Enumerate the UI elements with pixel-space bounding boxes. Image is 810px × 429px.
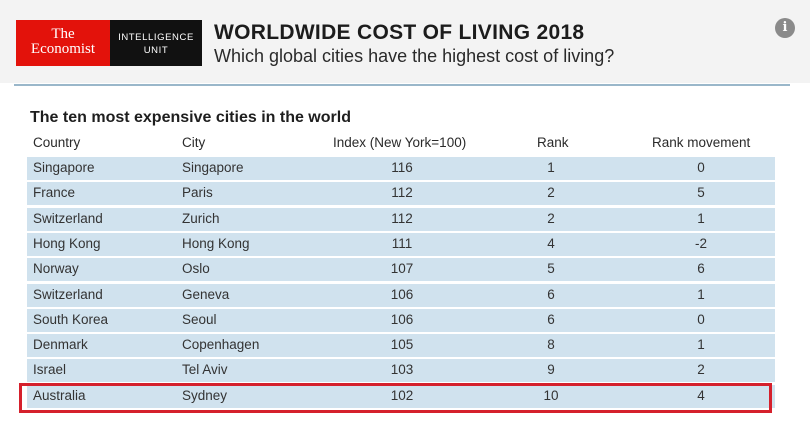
column-header-rank-movement: Rank movement — [652, 135, 751, 150]
cell-country: South Korea — [33, 312, 109, 327]
cell-index: 103 — [390, 362, 414, 377]
column-header-city: City — [182, 135, 206, 150]
table-row: France Paris 112 2 5 — [27, 182, 775, 205]
highlight-box — [19, 383, 772, 413]
cell-country: Switzerland — [33, 211, 103, 226]
logo-brand: The Economist — [16, 20, 110, 66]
cell-city: Hong Kong — [182, 236, 250, 251]
table-row: Switzerland Zurich 112 2 1 — [27, 208, 775, 231]
cell-index: 111 — [391, 236, 413, 251]
cell-index: 102 — [390, 388, 414, 403]
cell-index: 116 — [391, 160, 413, 175]
column-header-index: Index (New York=100) — [333, 135, 467, 150]
logo-unit-line2: UNIT — [143, 45, 169, 56]
cell-rank: 4 — [547, 236, 555, 251]
cell-city: Geneva — [182, 287, 230, 302]
cell-index: 107 — [390, 261, 414, 276]
cell-rank: 9 — [547, 362, 555, 377]
info-icon[interactable]: i — [775, 18, 795, 38]
cell-city: Copenhagen — [182, 337, 260, 352]
cell-country: Hong Kong — [33, 236, 101, 251]
cell-rank: 10 — [543, 388, 559, 403]
table-title: The ten most expensive cities in the wor… — [30, 109, 351, 126]
table-row: Denmark Copenhagen 105 8 1 — [27, 334, 775, 357]
logo-unit-line1: INTELLIGENCE — [118, 32, 194, 43]
cell-rank-movement: 1 — [697, 211, 705, 226]
cell-rank: 2 — [547, 211, 555, 226]
table-row: Hong Kong Hong Kong 111 4 -2 — [27, 233, 775, 256]
cell-rank: 6 — [547, 287, 555, 302]
cell-city: Sydney — [182, 388, 228, 403]
cell-country: Switzerland — [33, 287, 103, 302]
cell-index: 112 — [391, 211, 413, 226]
table-row: Israel Tel Aviv 103 9 2 — [27, 359, 775, 382]
cell-index: 112 — [391, 185, 413, 200]
cell-rank-movement: 1 — [697, 337, 705, 352]
logo-brand-line2: Economist — [30, 41, 96, 57]
column-header-country: Country — [33, 135, 81, 150]
cell-country: Australia — [33, 388, 86, 403]
cell-country: Singapore — [33, 160, 95, 175]
table-row: Australia Sydney 102 10 4 — [27, 385, 775, 408]
cell-country: Denmark — [33, 337, 88, 352]
column-header-rank: Rank — [537, 135, 569, 150]
table-row: Singapore Singapore 116 1 0 — [27, 157, 775, 180]
page-title: WORLDWIDE COST OF LIVING 2018 — [214, 21, 585, 44]
logo-brand-line1: The — [51, 26, 75, 42]
cell-city: Oslo — [182, 261, 210, 276]
cell-country: Norway — [33, 261, 79, 276]
cell-country: France — [33, 185, 76, 200]
cell-rank-movement: 2 — [697, 362, 705, 377]
cell-rank: 1 — [547, 160, 555, 175]
cell-rank-movement: 1 — [697, 287, 705, 302]
cell-rank: 2 — [547, 185, 555, 200]
table-row: Norway Oslo 107 5 6 — [27, 258, 775, 281]
cell-city: Zurich — [182, 211, 220, 226]
cell-rank-movement: -2 — [694, 236, 708, 251]
cell-index: 105 — [390, 337, 414, 352]
cell-rank: 6 — [547, 312, 555, 327]
logo-unit: INTELLIGENCE UNIT — [110, 20, 202, 66]
cell-city: Singapore — [182, 160, 244, 175]
cell-rank-movement: 0 — [697, 160, 705, 175]
cell-rank-movement: 6 — [697, 261, 705, 276]
table-row: South Korea Seoul 106 6 0 — [27, 309, 775, 332]
table-row: Switzerland Geneva 106 6 1 — [27, 284, 775, 307]
header-divider — [14, 84, 790, 86]
page-subtitle: Which global cities have the highest cos… — [214, 46, 615, 66]
cell-country: Israel — [33, 362, 67, 377]
cell-rank-movement: 0 — [697, 312, 705, 327]
cell-rank-movement: 5 — [697, 185, 705, 200]
cell-city: Paris — [182, 185, 213, 200]
cell-index: 106 — [390, 312, 414, 327]
economist-logo: The Economist INTELLIGENCE UNIT — [16, 20, 202, 66]
cell-index: 106 — [390, 287, 414, 302]
cell-city: Tel Aviv — [182, 362, 228, 377]
cell-city: Seoul — [182, 312, 217, 327]
cell-rank: 5 — [547, 261, 555, 276]
cell-rank: 8 — [547, 337, 555, 352]
cell-rank-movement: 4 — [697, 388, 705, 403]
